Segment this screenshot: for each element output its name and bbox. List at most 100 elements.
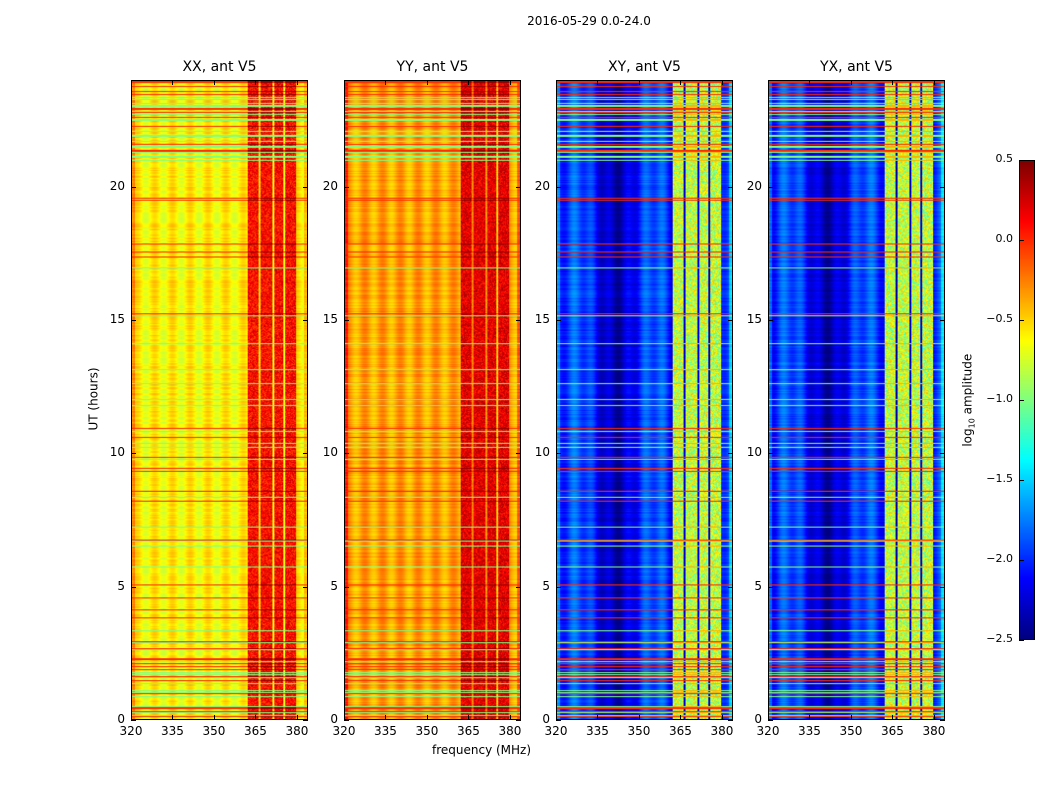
y-tick — [131, 453, 136, 455]
y-tick-label: 10 — [322, 445, 338, 460]
x-tick-label: 335 — [798, 724, 821, 738]
y-tick — [303, 186, 308, 188]
x-tick — [768, 715, 769, 720]
figure-title: 2016-05-29 0.0-24.0 — [527, 14, 651, 28]
colorbar-tick — [1019, 640, 1024, 641]
y-tick-label: 20 — [746, 178, 762, 193]
heatmap-image — [345, 81, 520, 719]
y-tick — [303, 720, 308, 721]
colorbar-tick — [1019, 400, 1024, 401]
x-tick — [809, 80, 811, 85]
x-tick-label: 335 — [374, 724, 397, 738]
x-tick-label: 335 — [161, 724, 184, 738]
y-tick — [516, 320, 521, 321]
y-tick — [556, 453, 561, 455]
x-tick — [638, 715, 640, 720]
x-tick-label: 350 — [202, 724, 226, 738]
x-tick — [426, 715, 428, 720]
x-tick — [296, 80, 298, 85]
y-tick — [516, 453, 521, 455]
y-tick — [131, 586, 136, 588]
y-tick — [131, 720, 136, 721]
y-tick-label: 20 — [534, 178, 550, 193]
y-axis-label: UT (hours) — [86, 367, 101, 431]
x-tick — [255, 80, 257, 85]
x-tick — [597, 715, 599, 720]
y-tick-label: 0 — [330, 712, 338, 726]
heatmap-image — [132, 81, 307, 719]
x-tick-label: 365 — [457, 724, 480, 738]
x-tick — [850, 80, 852, 85]
colorbar-tick — [1019, 320, 1024, 321]
colorbar-tick — [1019, 160, 1024, 161]
heatmap-panel — [344, 80, 521, 720]
x-tick-label: 380 — [710, 724, 734, 738]
y-tick — [768, 186, 773, 188]
colorbar-tick-label: 0.0 — [995, 232, 1014, 245]
y-tick — [768, 720, 773, 721]
x-tick — [768, 80, 769, 85]
x-tick — [638, 80, 640, 85]
y-tick — [728, 720, 733, 721]
x-tick — [509, 715, 511, 720]
x-tick — [892, 80, 894, 85]
x-tick-label: 320 — [332, 724, 356, 738]
y-tick — [768, 453, 773, 455]
colorbar-label-log: log — [960, 428, 975, 447]
y-tick-label: 0 — [117, 712, 125, 726]
x-tick — [809, 715, 811, 720]
x-tick — [172, 80, 174, 85]
y-tick-label: 15 — [322, 312, 338, 326]
x-tick — [933, 715, 935, 720]
y-tick-label: 20 — [109, 178, 125, 193]
x-tick-label: 365 — [669, 724, 692, 738]
x-tick — [680, 80, 682, 85]
y-tick — [940, 720, 945, 721]
y-tick — [728, 320, 733, 321]
x-tick-label: 350 — [627, 724, 651, 738]
x-tick — [933, 80, 935, 85]
x-tick — [468, 715, 470, 720]
y-tick-label: 15 — [534, 312, 550, 326]
x-tick — [721, 715, 723, 720]
x-tick-label: 320 — [119, 724, 143, 738]
colorbar-tick-label: −0.5 — [986, 312, 1013, 325]
y-tick — [728, 453, 733, 455]
colorbar-label-sub: 10 — [967, 418, 977, 429]
x-tick — [468, 80, 470, 85]
x-tick-label: 380 — [285, 724, 309, 738]
y-tick-label: 15 — [746, 312, 762, 326]
y-tick — [940, 586, 945, 588]
y-tick — [768, 586, 773, 588]
x-tick — [680, 715, 682, 720]
colorbar-tick — [1019, 560, 1024, 561]
y-tick — [556, 586, 561, 588]
y-tick-label: 10 — [746, 445, 762, 460]
x-tick — [344, 80, 345, 85]
x-tick — [556, 80, 557, 85]
colorbar-tick — [1019, 480, 1024, 481]
x-tick — [892, 715, 894, 720]
x-tick — [255, 715, 257, 720]
x-tick-label: 365 — [244, 724, 267, 738]
y-tick — [344, 320, 349, 321]
x-tick-label: 350 — [415, 724, 439, 738]
y-tick — [556, 186, 561, 188]
y-tick — [728, 586, 733, 588]
y-tick — [131, 320, 136, 321]
y-tick — [303, 453, 308, 455]
heatmap-image — [769, 81, 944, 719]
x-tick-label: 380 — [498, 724, 522, 738]
colorbar-label: log10 amplitude — [960, 354, 976, 447]
x-tick — [850, 715, 852, 720]
x-tick — [131, 80, 132, 85]
y-tick-label: 10 — [534, 445, 550, 460]
y-tick — [131, 186, 136, 188]
x-tick-label: 350 — [839, 724, 863, 738]
y-tick — [940, 186, 945, 188]
heatmap-image — [557, 81, 732, 719]
y-tick-label: 0 — [754, 712, 762, 726]
x-tick-label: 380 — [922, 724, 946, 738]
x-axis-label: frequency (MHz) — [432, 743, 532, 757]
